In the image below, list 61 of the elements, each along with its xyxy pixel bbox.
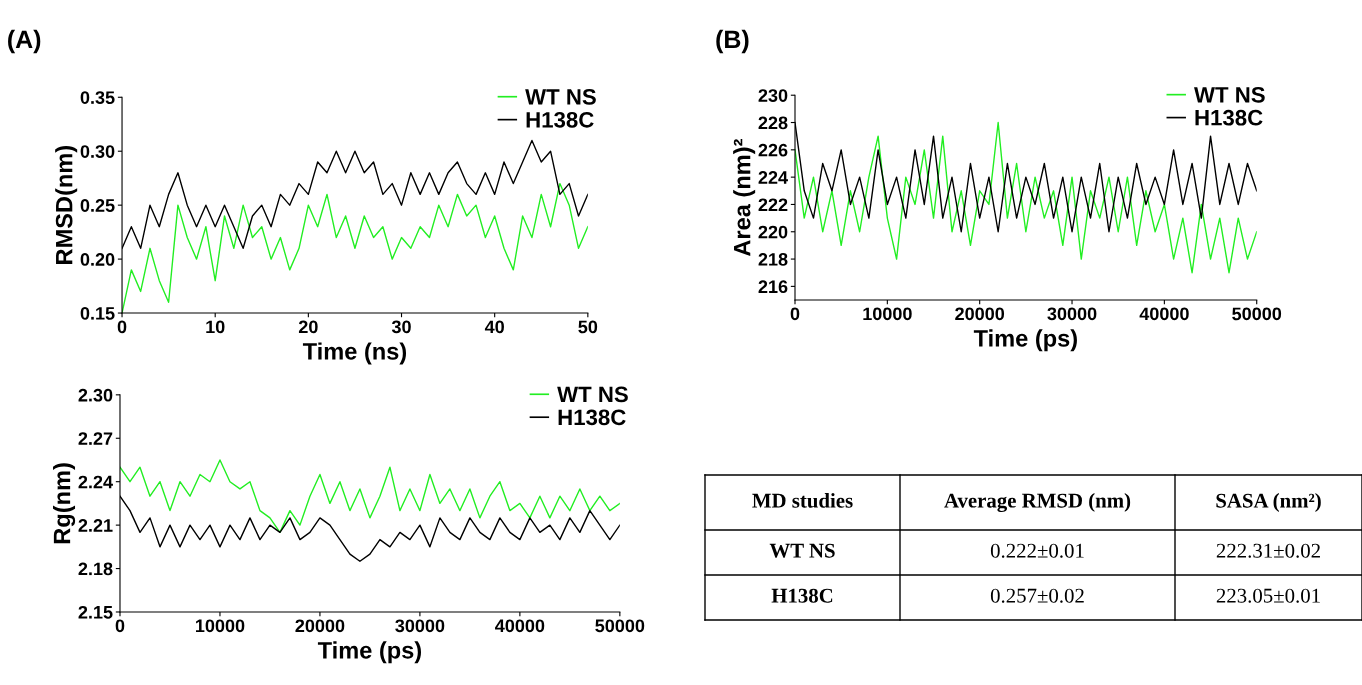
x-tick-label: 20000	[295, 619, 345, 633]
y-tick-label: 2.30	[78, 388, 113, 402]
legend-label: H138C	[558, 409, 626, 426]
y-tick-label: 0.25	[80, 199, 115, 212]
category-label: SASA (nm²)	[1216, 493, 1321, 512]
y-tick-label: 0.35	[80, 91, 115, 105]
chart-title: (A)	[8, 29, 41, 54]
y-tick-label: 2.18	[78, 562, 113, 576]
y-tick-label: 2.15	[78, 605, 113, 619]
x-tick-label: 50000	[1232, 307, 1282, 321]
x-tick-label: 0	[115, 619, 125, 633]
x-tick-label: 50000	[595, 619, 645, 633]
y-tick-label: 220	[758, 225, 788, 239]
x-tick-label: 40000	[1139, 307, 1189, 321]
y-tick-label: 228	[758, 116, 788, 130]
x-tick-label: 20000	[955, 307, 1005, 321]
x-tick-label: 40000	[495, 619, 545, 633]
line-series	[119, 459, 620, 534]
text: 222.31±0.02	[1216, 543, 1320, 558]
category-label: MD studies	[752, 493, 853, 508]
y-tick-label: 226	[758, 143, 788, 157]
x-tick-label: 10000	[863, 307, 912, 321]
x-tick-label: 40	[484, 320, 504, 334]
x-tick-label: 0	[790, 307, 800, 321]
y-tick-label: 224	[758, 171, 788, 184]
x-tick-label: 30000	[1047, 307, 1097, 321]
x-tick-label: 50	[578, 320, 598, 334]
y-tick-label: 0.30	[80, 145, 115, 158]
y-tick-label: 2.24	[78, 475, 113, 489]
y-tick-label: 0.15	[80, 306, 115, 320]
legend-label: WT NS	[1194, 86, 1265, 103]
text: 223.05±0.01	[1216, 588, 1320, 603]
x-tick-label: 30	[391, 320, 411, 334]
category-label: WT NS	[769, 543, 835, 558]
y-tick-label: 230	[758, 89, 788, 102]
y-axis-title: Area (nm)²	[733, 139, 756, 257]
x-tick-label: 0	[117, 320, 127, 334]
y-tick-label: 2.21	[78, 519, 113, 532]
x-axis-title: Time (ps)	[973, 329, 1077, 352]
x-axis-title: Time (ns)	[302, 342, 407, 365]
x-tick-label: 20	[298, 320, 318, 334]
x-tick-label: 10000	[196, 619, 245, 633]
y-tick-label: 0.20	[80, 253, 115, 266]
text: 0.257±0.02	[990, 588, 1084, 603]
legend-label: H138C	[1195, 109, 1263, 126]
x-tick-label: 10	[206, 320, 225, 334]
legend-label: H138C	[526, 111, 594, 128]
y-tick-label: 2.27	[78, 432, 113, 445]
y-axis-title: Rg(nm)	[53, 463, 76, 544]
category-label: Average RMSD (nm)	[944, 492, 1131, 513]
x-tick-label: 30000	[395, 619, 445, 633]
legend-label: WT NS	[525, 88, 596, 105]
category-label: H138C	[771, 588, 833, 603]
chart-title: (B)	[716, 29, 749, 54]
text: 0.222±0.01	[990, 543, 1084, 558]
x-axis-title: Time (ps)	[317, 641, 422, 664]
y-tick-label: 222	[758, 198, 788, 211]
y-axis-title: RMSD(nm)	[55, 146, 78, 264]
y-tick-label: 216	[758, 280, 788, 294]
y-tick-label: 218	[758, 253, 788, 266]
legend-label: WT NS	[557, 386, 628, 403]
